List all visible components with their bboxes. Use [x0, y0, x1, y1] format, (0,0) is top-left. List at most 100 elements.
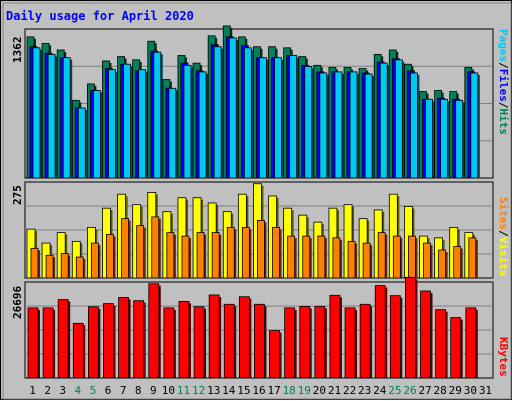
day-tick-label: 29: [449, 384, 462, 397]
pages-bar: [394, 59, 403, 179]
kbytes-bar: [465, 307, 477, 379]
pages-bar: [228, 37, 237, 179]
day-tick-label: 13: [207, 384, 220, 397]
day-tick-label: 18: [283, 384, 296, 397]
kbytes-bar: [193, 306, 205, 379]
sites-bar: [408, 235, 416, 279]
middle-panel-max-label: 275: [11, 185, 24, 205]
kbytes-bar: [359, 303, 371, 379]
day-tick-label: 26: [403, 384, 416, 397]
day-tick-label: 20: [313, 384, 326, 397]
sites-bar: [438, 249, 447, 279]
sites-bar: [317, 235, 326, 279]
kbytes-bar: [299, 306, 311, 379]
day-tick-label: 17: [267, 384, 280, 397]
sites-bar: [75, 256, 84, 279]
kbytes-bar: [329, 294, 341, 379]
chart-title: Daily usage for April 2020: [6, 9, 194, 23]
sites-bar: [226, 226, 235, 279]
pages-bar: [410, 72, 418, 179]
day-tick-label: 11: [177, 384, 190, 397]
sites-bar: [272, 226, 280, 279]
day-tick-label: 19: [298, 384, 311, 397]
kbytes-bar: [405, 276, 416, 379]
pages-bar: [364, 73, 373, 179]
day-tick-label: 6: [105, 384, 112, 397]
pages-bar: [32, 47, 41, 179]
day-tick-label: 10: [162, 384, 175, 397]
sites-bar: [241, 226, 250, 279]
day-tick-label: 28: [434, 384, 447, 397]
sites-bar: [453, 246, 462, 279]
sites-bar: [166, 232, 175, 279]
day-tick-label: 15: [237, 384, 250, 397]
legend-files: Files: [497, 68, 510, 102]
pages-bar: [77, 107, 86, 179]
day-tick-label: 24: [373, 384, 387, 397]
kbytes-bar: [87, 306, 99, 379]
legend-separator: /: [497, 230, 510, 237]
kbytes-bar: [163, 307, 175, 379]
legend-sites: Sites: [497, 197, 510, 231]
legend-pages: Pages: [497, 29, 510, 63]
kbytes-bar: [57, 299, 69, 379]
day-tick-label: 25: [388, 384, 401, 397]
kbytes-bar: [148, 283, 160, 379]
kbytes-bar: [42, 307, 54, 379]
kbytes-bar: [254, 303, 265, 379]
day-tick-label: 14: [222, 384, 236, 397]
kbytes-bar: [238, 296, 250, 379]
top-panel-legend: Pages/Files/Hits: [497, 29, 510, 135]
pages-bar: [153, 51, 162, 179]
kbytes-bar: [118, 297, 129, 379]
pages-bar: [47, 53, 56, 179]
sites-bar: [90, 242, 99, 279]
legend-separator: /: [497, 62, 510, 69]
sites-bar: [347, 240, 356, 279]
kbytes-bar: [178, 301, 190, 379]
legend-kbytes: KBytes: [497, 337, 510, 377]
sites-bar: [302, 235, 311, 279]
pages-bar: [62, 57, 71, 179]
sites-bar: [121, 218, 129, 279]
kbytes-bar: [103, 303, 114, 379]
legend-separator: /: [497, 101, 510, 109]
pages-bar: [92, 90, 101, 179]
top-panel-max-label: 1362: [11, 36, 24, 64]
sites-bar: [196, 232, 205, 279]
pages-bar: [168, 87, 177, 179]
sites-bar: [377, 232, 386, 279]
day-tick-label: 9: [150, 384, 157, 397]
pages-bar: [379, 62, 388, 179]
sites-bar: [30, 247, 39, 279]
kbytes-bar: [223, 303, 235, 379]
kbytes-bar: [435, 309, 447, 379]
kbytes-bar: [420, 290, 431, 379]
sites-bar: [60, 253, 69, 279]
sites-bar: [106, 233, 114, 279]
pages-bar: [349, 71, 358, 179]
day-tick-label: 12: [192, 384, 205, 397]
pages-bar: [334, 71, 343, 179]
sites-bar: [136, 225, 145, 279]
day-tick-label: 30: [464, 384, 477, 397]
pages-bar: [455, 99, 464, 179]
kbytes-bar: [374, 285, 386, 379]
bottom-panel-legend: KBytes: [497, 337, 510, 377]
day-tick-label: 3: [59, 384, 66, 397]
day-tick-label: 8: [135, 384, 142, 397]
kbytes-bar: [208, 294, 220, 379]
kbytes-bar: [450, 317, 462, 379]
sites-bar: [332, 237, 341, 279]
pages-bar: [123, 63, 131, 179]
bottom-panel-max-label: 26696: [11, 285, 24, 319]
legend-hits: Hits: [497, 108, 510, 136]
kbytes-bar: [284, 307, 296, 379]
kbytes-bar: [72, 322, 84, 379]
middle-panel-legend: Sites/Visits: [497, 197, 510, 277]
day-tick-label: 31: [479, 384, 492, 397]
sites-bar: [362, 242, 371, 279]
pages-bar: [289, 55, 298, 179]
